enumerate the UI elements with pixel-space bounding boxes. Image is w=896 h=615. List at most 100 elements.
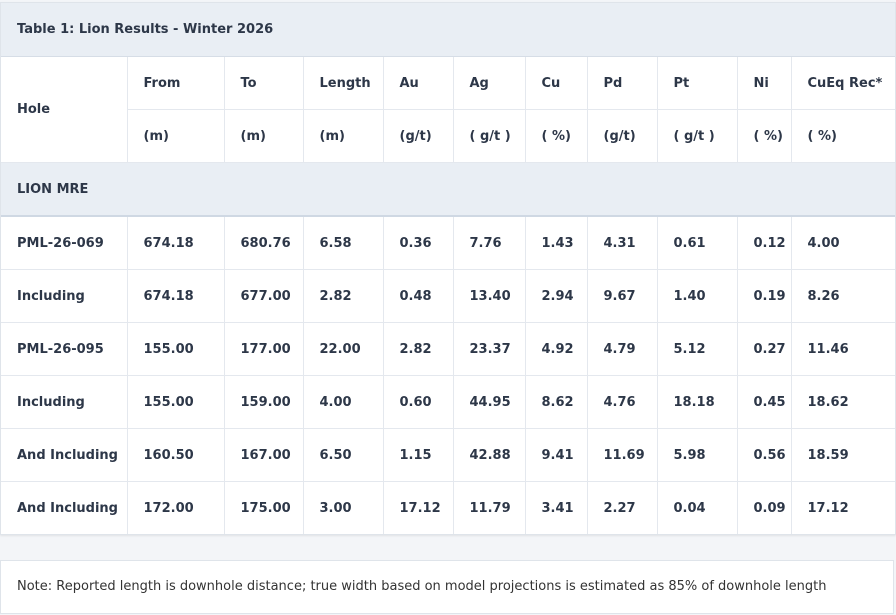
data-row: And Including 172.00 175.00 3.00 17.12 11.79 3… (1, 481, 895, 534)
unit-header: (g/t) (383, 109, 454, 163)
cell: 0.36 (383, 216, 454, 270)
cell: 44.95 (453, 375, 526, 429)
data-row: Including 155.00 159.00 4.00 0.60 44.95 8.62 4.… (1, 375, 895, 429)
section-row: LION MRE (1, 162, 895, 217)
cell: 8.26 (791, 269, 895, 323)
cell: 3.00 (303, 481, 384, 534)
cell: 8.62 (525, 375, 588, 429)
column-header: Pt (657, 57, 738, 110)
column-header: Ag (453, 57, 526, 110)
cell: And Including (1, 428, 128, 482)
cell: 22.00 (303, 322, 384, 376)
section-label: LION MRE (1, 162, 895, 217)
unit-row: (m) (m) (m) (g/t)( g/t )( %) (g/t)( g/t )( %… (1, 109, 895, 163)
cell: 23.37 (453, 322, 526, 376)
unit-header: (m) (303, 109, 384, 163)
cell: 9.41 (525, 428, 588, 482)
cell: 18.59 (791, 428, 895, 482)
cell: 674.18 (127, 269, 225, 323)
cell: 0.27 (737, 322, 792, 376)
cell: 4.31 (587, 216, 658, 270)
cell: 680.76 (224, 216, 304, 270)
cell: 2.27 (587, 481, 658, 534)
cell: 5.12 (657, 322, 738, 376)
data-row: And Including 160.50 167.00 6.50 1.15 42.88 9.… (1, 428, 895, 482)
cell: 175.00 (224, 481, 304, 534)
cell: PML-26-095 (1, 322, 128, 376)
cell: 7.76 (453, 216, 526, 270)
cell: 0.48 (383, 269, 454, 323)
unit-header: ( %) (791, 109, 895, 163)
column-header: Au (383, 57, 454, 110)
cell: 2.82 (383, 322, 454, 376)
data-row: PML-26-095 155.00 177.00 22.00 2.82 23.37 4.92… (1, 322, 895, 376)
cell: 4.92 (525, 322, 588, 376)
table-title: Table 1: Lion Results - Winter 2026 (1, 3, 895, 57)
cell: 4.76 (587, 375, 658, 429)
cell: 17.12 (383, 481, 454, 534)
footnote: Note: Reported length is downhole distan… (0, 560, 894, 614)
cell: 2.82 (303, 269, 384, 323)
cell: 13.40 (453, 269, 526, 323)
cell: Including (1, 375, 128, 429)
column-header: Length (303, 57, 384, 110)
header-row: Hole From To Length Au Ag Cu Pd Pt Ni CuEq Rec* (1, 57, 895, 163)
column-header: From (127, 57, 225, 110)
cell: 18.62 (791, 375, 895, 429)
cell: PML-26-069 (1, 216, 128, 270)
cell: 4.79 (587, 322, 658, 376)
cell: 0.56 (737, 428, 792, 482)
cell: 0.19 (737, 269, 792, 323)
cell: 677.00 (224, 269, 304, 323)
column-header: Pd (587, 57, 658, 110)
cell: 155.00 (127, 322, 225, 376)
cell: 11.46 (791, 322, 895, 376)
cell: 9.67 (587, 269, 658, 323)
data-row: PML-26-069 674.18 680.76 6.58 0.36 7.76 1.43 4.… (1, 216, 895, 270)
cell: 167.00 (224, 428, 304, 482)
column-header: Cu (525, 57, 588, 110)
cell: Including (1, 269, 128, 323)
cell: 160.50 (127, 428, 225, 482)
cell: 11.69 (587, 428, 658, 482)
cell: 159.00 (224, 375, 304, 429)
unit-header: ( %) (525, 109, 588, 163)
unit-header: ( g/t ) (657, 109, 738, 163)
column-header: CuEq Rec* (791, 57, 895, 110)
cell: 18.18 (657, 375, 738, 429)
cell: 4.00 (303, 375, 384, 429)
unit-header: (m) (127, 109, 225, 163)
cell: 11.79 (453, 481, 526, 534)
cell: 1.40 (657, 269, 738, 323)
cell: 2.94 (525, 269, 588, 323)
cell: 0.45 (737, 375, 792, 429)
cell: 0.60 (383, 375, 454, 429)
cell: 0.04 (657, 481, 738, 534)
results-table: Hole From To Length Au Ag Cu Pd Pt Ni CuEq Rec* (m)… (1, 57, 895, 534)
unit-header: (m) (224, 109, 304, 163)
unit-header: ( g/t ) (453, 109, 526, 163)
unit-header: (g/t) (587, 109, 658, 163)
cell: 3.41 (525, 481, 588, 534)
cell: 42.88 (453, 428, 526, 482)
column-header: Ni (737, 57, 792, 110)
cell: 674.18 (127, 216, 225, 270)
cell: 1.15 (383, 428, 454, 482)
cell: And Including (1, 481, 128, 534)
data-row: Including 674.18 677.00 2.82 0.48 13.40 2.94 9.… (1, 269, 895, 323)
cell: 177.00 (224, 322, 304, 376)
cell: 0.61 (657, 216, 738, 270)
cell: 5.98 (657, 428, 738, 482)
cell: 0.09 (737, 481, 792, 534)
cell: 6.58 (303, 216, 384, 270)
table-card: Table 1: Lion Results - Winter 2026 Hole… (0, 2, 896, 535)
column-header: Hole (1, 57, 128, 163)
cell: 0.12 (737, 216, 792, 270)
cell: 1.43 (525, 216, 588, 270)
cell: 4.00 (791, 216, 895, 270)
cell: 172.00 (127, 481, 225, 534)
cell: 6.50 (303, 428, 384, 482)
cell: 17.12 (807, 500, 849, 516)
cell: 155.00 (127, 375, 225, 429)
